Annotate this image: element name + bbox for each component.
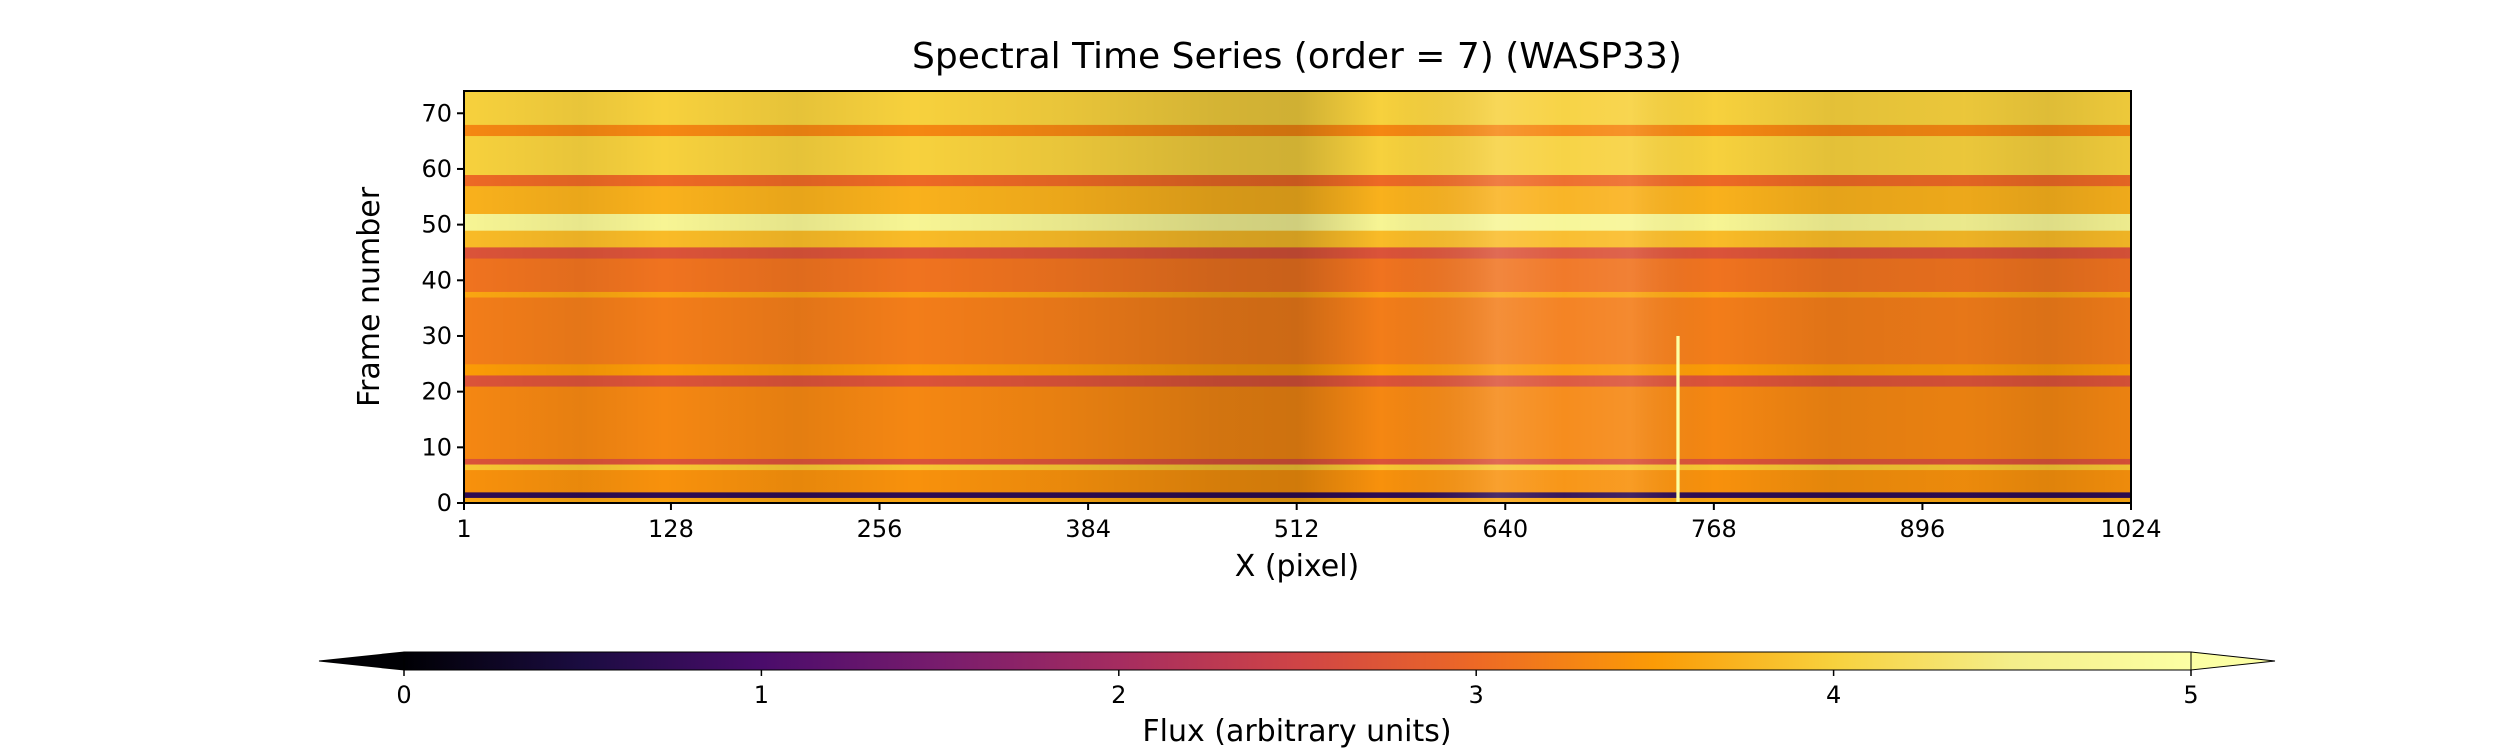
y-tick-label-7: 70	[421, 99, 452, 127]
colorbar: 0 1 2 3 4 5 Flux (arbitrary units)	[318, 651, 2276, 749]
heatmap-streak-2	[1676, 335, 1680, 503]
x-tick-label-0: 1	[456, 515, 471, 543]
y-tick-label-5: 50	[421, 211, 452, 239]
y-tick-label-2: 20	[421, 378, 452, 406]
chart-title: Spectral Time Series (order = 7) (WASP33…	[912, 36, 1682, 77]
y-tick-label-4: 40	[421, 266, 452, 294]
x-axis: 1 128 256 384 512 640 768 896 1024	[456, 503, 2162, 543]
x-tick-label-7: 896	[1900, 515, 1946, 543]
colorbar-gradient	[403, 651, 2192, 671]
x-tick-label-8: 1024	[2100, 515, 2161, 543]
x-tick-label-3: 384	[1065, 515, 1111, 543]
heatmap	[464, 91, 2131, 503]
x-tick-label-2: 256	[857, 515, 903, 543]
y-tick-label-0: 0	[437, 489, 452, 517]
y-tick-label-6: 60	[421, 155, 452, 183]
colorbar-tick-label-2: 2	[1111, 681, 1126, 709]
y-axis: 0 10 20 30 40 50 60 70	[421, 99, 464, 517]
colorbar-tick-label-3: 3	[1469, 681, 1484, 709]
colorbar-tick-label-5: 5	[2183, 681, 2198, 709]
x-tick-label-6: 768	[1691, 515, 1737, 543]
x-axis-title: X (pixel)	[1235, 549, 1360, 584]
y-axis-title: Frame number	[352, 186, 387, 407]
x-tick-label-5: 640	[1482, 515, 1528, 543]
colorbar-ticks: 0 1 2 3 4 5	[396, 670, 2199, 709]
colorbar-tick-label-1: 1	[754, 681, 769, 709]
colorbar-tick-label-4: 4	[1826, 681, 1841, 709]
y-tick-label-1: 10	[421, 433, 452, 461]
colorbar-extend-min	[318, 651, 405, 671]
colorbar-extend-max	[2190, 651, 2276, 671]
colorbar-title: Flux (arbitrary units)	[1142, 714, 1451, 749]
colorbar-tick-label-0: 0	[396, 681, 411, 709]
y-tick-label-3: 30	[421, 322, 452, 350]
x-tick-label-4: 512	[1274, 515, 1320, 543]
x-tick-label-1: 128	[648, 515, 694, 543]
heatmap-column-variation	[464, 91, 2131, 503]
heatmap-features	[1676, 335, 1680, 503]
